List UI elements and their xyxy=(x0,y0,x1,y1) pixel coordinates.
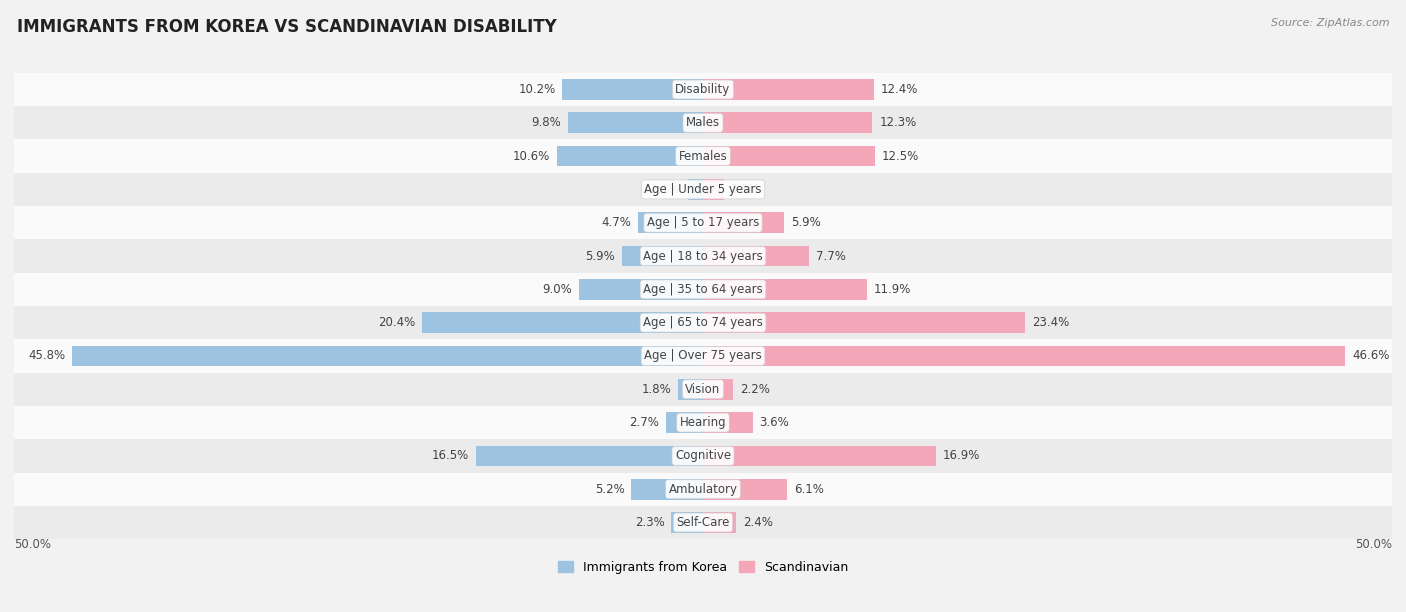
Bar xyxy=(14,506,1392,539)
Bar xyxy=(703,245,808,266)
Text: Age | 65 to 74 years: Age | 65 to 74 years xyxy=(643,316,763,329)
Bar xyxy=(14,339,1392,373)
Bar xyxy=(703,312,1025,333)
Text: 7.7%: 7.7% xyxy=(815,250,846,263)
Bar xyxy=(703,379,734,400)
Text: Self-Care: Self-Care xyxy=(676,516,730,529)
Text: Age | 5 to 17 years: Age | 5 to 17 years xyxy=(647,216,759,230)
Bar xyxy=(678,379,703,400)
Text: 23.4%: 23.4% xyxy=(1032,316,1070,329)
Text: 2.4%: 2.4% xyxy=(742,516,773,529)
Bar xyxy=(562,79,703,100)
Bar xyxy=(14,106,1392,140)
Text: Disability: Disability xyxy=(675,83,731,96)
Text: 45.8%: 45.8% xyxy=(28,349,65,362)
Text: 5.9%: 5.9% xyxy=(585,250,614,263)
Bar xyxy=(14,306,1392,339)
Bar xyxy=(703,446,936,466)
Text: 2.3%: 2.3% xyxy=(634,516,665,529)
Bar xyxy=(14,439,1392,472)
Bar xyxy=(703,146,875,166)
Bar xyxy=(557,146,703,166)
Text: 16.5%: 16.5% xyxy=(432,449,468,463)
Text: 9.8%: 9.8% xyxy=(531,116,561,129)
Text: Ambulatory: Ambulatory xyxy=(668,483,738,496)
Text: 16.9%: 16.9% xyxy=(943,449,980,463)
Text: 46.6%: 46.6% xyxy=(1353,349,1389,362)
Bar xyxy=(638,212,703,233)
Text: Age | Over 75 years: Age | Over 75 years xyxy=(644,349,762,362)
Legend: Immigrants from Korea, Scandinavian: Immigrants from Korea, Scandinavian xyxy=(553,556,853,579)
Bar xyxy=(72,346,703,367)
Bar xyxy=(671,512,703,533)
Bar xyxy=(688,179,703,200)
Bar xyxy=(14,472,1392,506)
Text: Vision: Vision xyxy=(685,382,721,396)
Bar xyxy=(703,479,787,499)
Bar xyxy=(703,79,875,100)
Text: Age | 18 to 34 years: Age | 18 to 34 years xyxy=(643,250,763,263)
Bar xyxy=(14,239,1392,273)
Bar xyxy=(14,206,1392,239)
Text: 10.6%: 10.6% xyxy=(513,149,550,163)
Text: 2.7%: 2.7% xyxy=(628,416,659,429)
Bar xyxy=(631,479,703,499)
Text: 1.1%: 1.1% xyxy=(651,183,681,196)
Bar xyxy=(14,273,1392,306)
Bar xyxy=(703,212,785,233)
Text: Males: Males xyxy=(686,116,720,129)
Bar xyxy=(703,179,724,200)
Bar xyxy=(703,279,868,300)
Bar xyxy=(703,346,1346,367)
Bar xyxy=(703,512,737,533)
Bar xyxy=(14,73,1392,106)
Text: 50.0%: 50.0% xyxy=(14,538,51,551)
Bar xyxy=(422,312,703,333)
Text: 2.2%: 2.2% xyxy=(740,382,770,396)
Bar xyxy=(579,279,703,300)
Text: 4.7%: 4.7% xyxy=(602,216,631,230)
Text: 11.9%: 11.9% xyxy=(875,283,911,296)
Bar xyxy=(703,113,873,133)
Text: Age | Under 5 years: Age | Under 5 years xyxy=(644,183,762,196)
Text: Cognitive: Cognitive xyxy=(675,449,731,463)
Bar xyxy=(14,373,1392,406)
Text: 20.4%: 20.4% xyxy=(378,316,415,329)
Bar xyxy=(568,113,703,133)
Text: Age | 35 to 64 years: Age | 35 to 64 years xyxy=(643,283,763,296)
Bar xyxy=(666,412,703,433)
Text: 12.3%: 12.3% xyxy=(879,116,917,129)
Text: IMMIGRANTS FROM KOREA VS SCANDINAVIAN DISABILITY: IMMIGRANTS FROM KOREA VS SCANDINAVIAN DI… xyxy=(17,18,557,36)
Text: 5.2%: 5.2% xyxy=(595,483,624,496)
Bar xyxy=(14,173,1392,206)
Text: Hearing: Hearing xyxy=(679,416,727,429)
Bar xyxy=(14,406,1392,439)
Bar xyxy=(621,245,703,266)
Text: 9.0%: 9.0% xyxy=(543,283,572,296)
Text: 1.8%: 1.8% xyxy=(641,382,671,396)
Text: 12.5%: 12.5% xyxy=(882,149,920,163)
Text: 6.1%: 6.1% xyxy=(794,483,824,496)
Text: 5.9%: 5.9% xyxy=(792,216,821,230)
Bar xyxy=(475,446,703,466)
Bar xyxy=(14,140,1392,173)
Text: Females: Females xyxy=(679,149,727,163)
Text: Source: ZipAtlas.com: Source: ZipAtlas.com xyxy=(1271,18,1389,28)
Text: 12.4%: 12.4% xyxy=(880,83,918,96)
Bar xyxy=(703,412,752,433)
Text: 1.5%: 1.5% xyxy=(731,183,761,196)
Text: 50.0%: 50.0% xyxy=(1355,538,1392,551)
Text: 3.6%: 3.6% xyxy=(759,416,789,429)
Text: 10.2%: 10.2% xyxy=(519,83,555,96)
